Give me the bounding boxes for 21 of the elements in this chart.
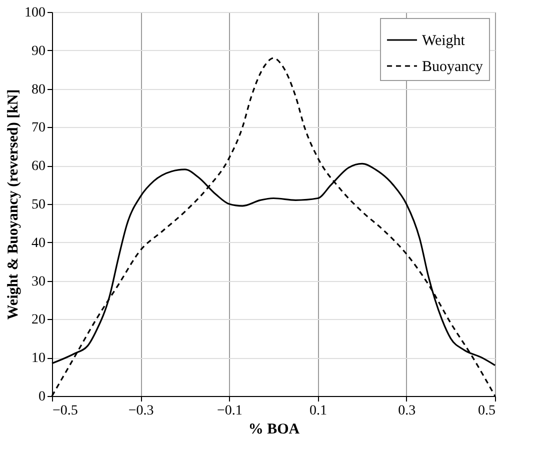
x-tick-label: 0.3 [398, 404, 416, 418]
x-axis-title: % BOA [248, 422, 300, 438]
y-tick-label: 10 [32, 351, 46, 366]
x-tick-label: −0.5 [52, 404, 78, 418]
y-tick-label: 70 [32, 120, 46, 136]
x-tick-label: −0.3 [128, 404, 154, 418]
y-tick-label: 40 [32, 236, 46, 251]
y-tick-label: 60 [32, 159, 46, 174]
legend-label: Weight [422, 33, 466, 49]
y-tick-label: 90 [32, 44, 46, 59]
y-axis-title: Weight & Buoyancy (reversed) [kN] [6, 89, 22, 320]
y-tick-label: 20 [32, 312, 46, 328]
x-tick-label: −0.1 [216, 404, 242, 418]
x-tick-label: 0.1 [310, 404, 328, 418]
y-tick-label: 100 [24, 6, 46, 20]
legend-label: Buoyancy [422, 59, 484, 75]
y-tick-label: 50 [32, 198, 46, 212]
y-tick-label: 30 [32, 274, 46, 290]
x-tick-label: 0.5 [478, 404, 496, 418]
y-tick-label: 80 [32, 82, 46, 98]
y-tick-label: 0 [38, 390, 46, 404]
